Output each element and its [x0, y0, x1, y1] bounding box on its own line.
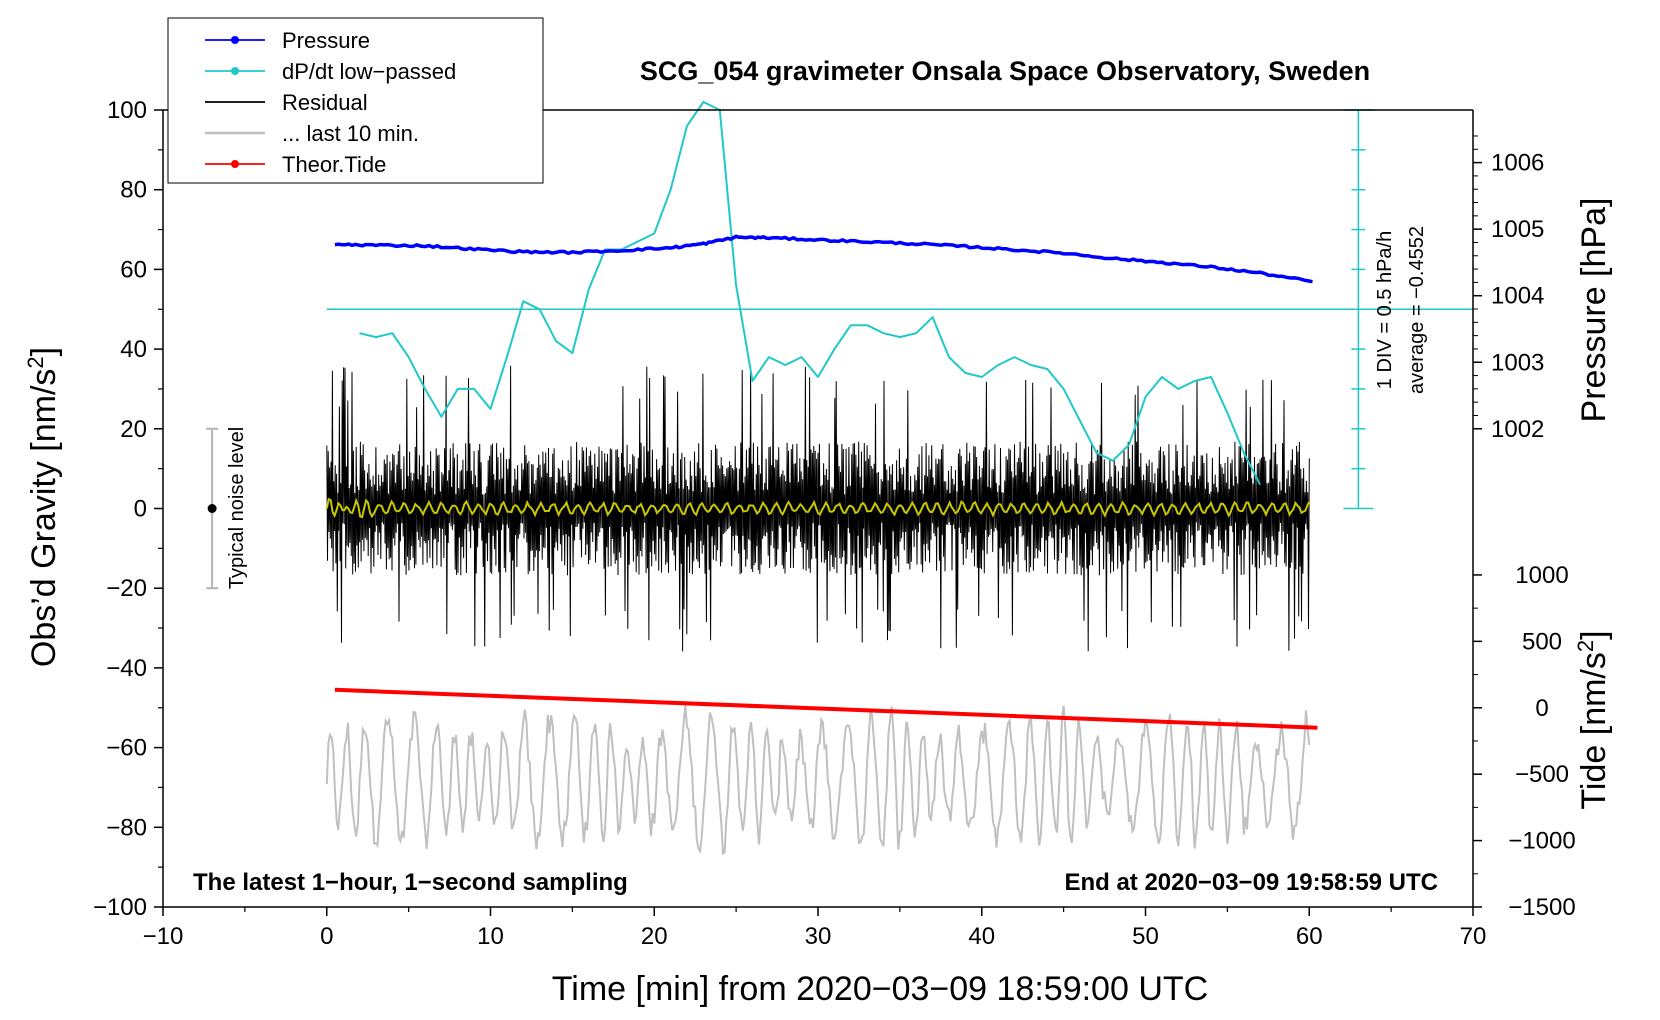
dpdt-average-label: average = −0.4552 [1406, 226, 1428, 394]
y-left-tick-label: −40 [106, 655, 147, 682]
y-left-tick-label: 100 [107, 97, 147, 124]
axes-layer: −10 0 10 20 30 40 50 60 70100806040200−20−40−60−… [93, 97, 1576, 950]
y-axis-title-gravity-end: ] [25, 347, 63, 356]
series-dpdt-line [359, 101, 1261, 486]
y-left-tick-label: −60 [106, 735, 147, 762]
series-residual-line [326, 365, 1310, 652]
series-layer [206, 101, 1318, 856]
x-tick-label: 10 [477, 923, 504, 950]
y-pressure-tick-label: 1005 [1491, 216, 1544, 243]
chart-title: SCG_054 gravimeter Onsala Space Observat… [640, 56, 1370, 86]
y-pressure-tick-label: 1002 [1491, 416, 1544, 443]
y-left-tick-label: 60 [120, 256, 147, 283]
y-axis-title-pressure: Pressure [hPa] [1575, 198, 1613, 423]
legend-label-last10: ... last 10 min. [282, 121, 419, 146]
x-tick-label: −10 [143, 923, 184, 950]
legend-marker-pressure [231, 36, 239, 44]
x-tick-label: 30 [805, 923, 832, 950]
legend-marker-dpdt [231, 67, 239, 75]
y-tide-tick-label: 1000 [1515, 562, 1568, 589]
y-left-tick-label: 40 [120, 336, 147, 363]
x-tick-label: 40 [968, 923, 995, 950]
series-last10-line [325, 704, 1311, 856]
y-pressure-tick-label: 1003 [1491, 349, 1544, 376]
y-left-tick-label: −20 [106, 575, 147, 602]
y-left-tick-label: 0 [134, 496, 147, 523]
y-tide-tick-label: 0 [1535, 695, 1548, 722]
annotation-sampling: The latest 1−hour, 1−second sampling [193, 869, 628, 896]
x-axis-title: Time [min] from 2020−03−09 18:59:00 UTC [552, 970, 1208, 1008]
annotation-end-time: End at 2020−03−09 19:58:59 UTC [1064, 869, 1438, 896]
legend-box [167, 17, 544, 184]
legend-label-dpdt: dP/dt low−passed [282, 59, 456, 84]
x-tick-label: 50 [1132, 923, 1159, 950]
noise-level-label: Typical noise level [226, 427, 248, 589]
y-left-tick-label: 20 [120, 416, 147, 443]
y-pressure-tick-label: 1006 [1491, 150, 1544, 177]
series-pressure-line [334, 234, 1313, 284]
dpdt-scale-label: 1 DIV = 0.5 hPa/h [1374, 231, 1396, 389]
y-axis-title-gravity: Obs’d Gravity [nm/s2] [23, 347, 64, 667]
y-tide-tick-label: 500 [1522, 628, 1562, 655]
x-tick-label: 70 [1460, 923, 1487, 950]
legend-label-residual: Residual [282, 90, 368, 115]
y-tide-tick-label: −1000 [1508, 828, 1575, 855]
x-tick-label: 60 [1296, 923, 1323, 950]
series-residual-filtered-line [325, 497, 1311, 519]
y-tide-tick-label: −1500 [1508, 894, 1575, 921]
series-tide-line [334, 687, 1318, 730]
y-axis-title-gravity-sup: 2 [23, 356, 48, 368]
legend: Pressure dP/dt low−passed Residual ... last… [167, 17, 544, 184]
y-axis-title-tide: Tide [nm/s2] [1573, 630, 1614, 809]
y-left-tick-label: −100 [93, 894, 147, 921]
x-tick-label: 20 [641, 923, 668, 950]
y-pressure-tick-label: 1004 [1491, 283, 1544, 310]
y-axis-title-tide-end: ] [1575, 630, 1613, 639]
y-axis-title-tide-sup: 2 [1573, 640, 1598, 652]
y-axis-title-tide-main: Tide [nm/s [1575, 652, 1613, 809]
legend-label-pressure: Pressure [282, 28, 370, 53]
noise-bar-center-dot [207, 504, 217, 513]
legend-marker-tide [231, 160, 239, 168]
y-axis-title-gravity-main: Obs’d Gravity [nm/s [25, 369, 63, 668]
y-left-tick-label: −80 [106, 814, 147, 841]
y-tide-tick-label: −500 [1515, 761, 1569, 788]
legend-label-tide: Theor.Tide [282, 152, 386, 177]
x-tick-label: 0 [320, 923, 333, 950]
y-left-tick-label: 80 [120, 177, 147, 204]
